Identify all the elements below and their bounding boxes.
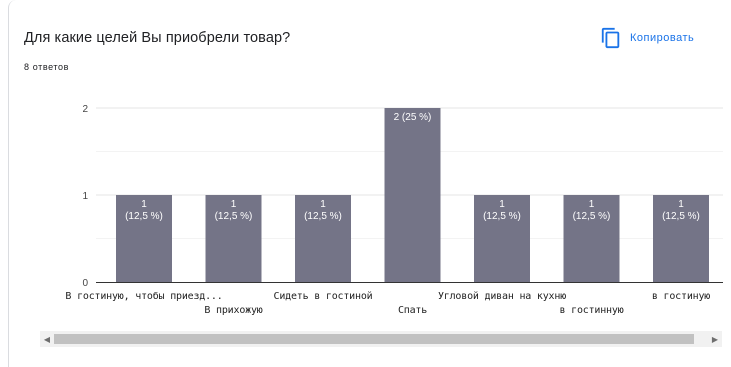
data-label: (12,5 %) — [304, 211, 342, 222]
copy-button-label: Копировать — [630, 32, 695, 44]
category-label: Сидеть в гостиной — [274, 290, 373, 302]
horizontal-scrollbar[interactable]: ◀ ▶ — [40, 331, 722, 347]
category-label: в гостиную — [652, 291, 710, 302]
data-label: 1 — [678, 199, 684, 210]
question-title: Для какие целей Вы приобрели товар? — [24, 30, 291, 46]
bar — [563, 195, 620, 282]
category-label: в гостинную — [559, 305, 623, 316]
y-tick-label: 0 — [82, 278, 88, 289]
y-tick-label: 2 — [82, 104, 88, 115]
scroll-right-arrow-icon[interactable]: ▶ — [711, 334, 719, 344]
bar — [295, 195, 351, 282]
data-label: 1 — [499, 199, 505, 210]
answers-count: 8 ответов — [24, 62, 70, 72]
bar — [474, 195, 530, 282]
data-label: (12,5 %) — [215, 211, 253, 222]
data-label: 2 (25 %) — [394, 112, 432, 123]
bar — [384, 108, 441, 282]
category-label: В гостиную, чтобы приезд... — [65, 290, 222, 302]
category-label: Угловой диван на кухню — [438, 290, 566, 302]
data-label: (12,5 %) — [125, 211, 163, 222]
data-label: (12,5 %) — [483, 211, 521, 222]
data-label: 1 — [589, 199, 595, 210]
data-label: (12,5 %) — [662, 211, 700, 222]
scroll-thumb[interactable] — [54, 334, 694, 344]
bar — [116, 195, 172, 282]
copy-button[interactable]: Копировать — [600, 24, 694, 52]
bar — [653, 195, 709, 282]
copy-icon — [601, 27, 620, 49]
data-label: (12,5 %) — [573, 211, 611, 222]
category-label: Спать — [398, 305, 427, 316]
data-label: 1 — [231, 199, 237, 210]
y-tick-label: 1 — [82, 191, 88, 202]
category-label: В прихожую — [204, 305, 262, 316]
bar — [205, 195, 262, 282]
data-label: 1 — [141, 199, 147, 210]
data-label: 1 — [320, 199, 326, 210]
question-card — [8, 0, 731, 367]
scroll-left-arrow-icon[interactable]: ◀ — [43, 334, 51, 344]
